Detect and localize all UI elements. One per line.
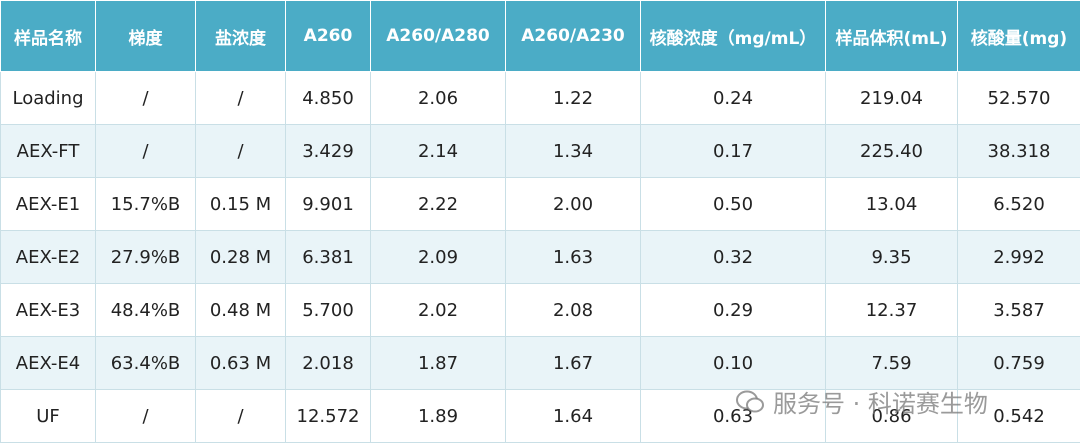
header-cell: A260/A230 [505, 0, 641, 72]
table-cell: 0.17 [640, 124, 826, 178]
watermark: 服务号 · 科诺赛生物 [735, 384, 988, 419]
table-cell: Loading [0, 71, 96, 125]
table-cell: 2.992 [957, 230, 1080, 284]
table-row: AEX-E1 15.7%B 0.15 M 9.901 2.22 2.00 0.50 13.04… [0, 177, 1080, 231]
table-cell: AEX-E2 [0, 230, 96, 284]
table-cell: 2.08 [505, 283, 641, 337]
table-cell: 9.901 [285, 177, 371, 231]
table-row: UF //12.572 1.89 1.64 0.63 0.86 0.542 [0, 389, 1080, 443]
table-cell: / [95, 124, 196, 178]
table-row: AEX-FT //3.429 2.14 1.34 0.17 225.40 38.318 [0, 124, 1080, 178]
table-body: Loading //4.850 2.06 1.22 0.24 219.04 52.570 AE… [0, 71, 1080, 443]
table-cell: 27.9%B [95, 230, 196, 284]
table-row: Loading //4.850 2.06 1.22 0.24 219.04 52.570 [0, 71, 1080, 125]
table-cell: 2.22 [370, 177, 506, 231]
table-cell: 15.7%B [95, 177, 196, 231]
table-cell: 48.4%B [95, 283, 196, 337]
table-cell: 2.00 [505, 177, 641, 231]
table-cell: / [195, 124, 286, 178]
header-cell: A260/A280 [370, 0, 506, 72]
table-cell: 1.63 [505, 230, 641, 284]
table-cell: 13.04 [825, 177, 958, 231]
table-cell: / [195, 71, 286, 125]
table-cell: 0.32 [640, 230, 826, 284]
table-cell: 6.520 [957, 177, 1080, 231]
table-cell: 4.850 [285, 71, 371, 125]
table-cell: 12.37 [825, 283, 958, 337]
table-cell: 1.22 [505, 71, 641, 125]
table-cell: 0.10 [640, 336, 826, 390]
table-cell: 1.87 [370, 336, 506, 390]
header-cell: 梯度 [95, 0, 196, 72]
table-cell: 0.63 M [195, 336, 286, 390]
table-cell: 5.700 [285, 283, 371, 337]
table-cell: 2.06 [370, 71, 506, 125]
header-row: 样品名称 梯度 盐浓度 A260 A260/A280 A260/A230 核酸浓度（mg/m… [0, 0, 1080, 72]
header-cell: 样品名称 [0, 0, 96, 72]
table-cell: / [195, 389, 286, 443]
table-cell: 1.67 [505, 336, 641, 390]
table-cell: AEX-FT [0, 124, 96, 178]
table-cell: 1.64 [505, 389, 641, 443]
table-cell: 0.48 M [195, 283, 286, 337]
table-cell: 0.542 [957, 389, 1080, 443]
table-cell: / [95, 389, 196, 443]
wechat-icon [736, 390, 764, 412]
table-cell: 1.34 [505, 124, 641, 178]
table-cell: 3.429 [285, 124, 371, 178]
watermark-text: 服务号 · 科诺赛生物 [773, 390, 988, 418]
table-row: AEX-E4 63.4%B 0.63 M 2.018 1.87 1.67 0.10 7.59 0… [0, 336, 1080, 390]
header-cell: 核酸浓度（mg/mL） [640, 0, 826, 72]
table-cell: AEX-E3 [0, 283, 96, 337]
table-cell: 2.018 [285, 336, 371, 390]
table-cell: AEX-E1 [0, 177, 96, 231]
table-cell: 63.4%B [95, 336, 196, 390]
table-cell: 38.318 [957, 124, 1080, 178]
header-cell: A260 [285, 0, 371, 72]
table-cell: AEX-E4 [0, 336, 96, 390]
table-cell: 0.24 [640, 71, 826, 125]
table-cell: UF [0, 389, 96, 443]
table-cell: 2.14 [370, 124, 506, 178]
table-cell: 0.50 [640, 177, 826, 231]
table-cell: 52.570 [957, 71, 1080, 125]
table-cell: 7.59 [825, 336, 958, 390]
table-row: AEX-E3 48.4%B 0.48 M 5.700 2.02 2.08 0.29 12.37… [0, 283, 1080, 337]
table-cell: 0.86 [825, 389, 958, 443]
table-cell: 2.02 [370, 283, 506, 337]
table-cell: 2.09 [370, 230, 506, 284]
table-cell: 0.63 [640, 389, 826, 443]
table-cell: 225.40 [825, 124, 958, 178]
header-cell: 盐浓度 [195, 0, 286, 72]
table-cell: 6.381 [285, 230, 371, 284]
table-cell: 3.587 [957, 283, 1080, 337]
table-cell: 0.15 M [195, 177, 286, 231]
table-cell: 12.572 [285, 389, 371, 443]
table-cell: 219.04 [825, 71, 958, 125]
header-cell: 样品体积(mL) [825, 0, 958, 72]
table-cell: / [95, 71, 196, 125]
table-row: AEX-E2 27.9%B 0.28 M 6.381 2.09 1.63 0.32 9.35 2… [0, 230, 1080, 284]
table-cell: 9.35 [825, 230, 958, 284]
table-cell: 0.28 M [195, 230, 286, 284]
header-cell: 核酸量(mg) [957, 0, 1080, 72]
table-cell: 1.89 [370, 389, 506, 443]
table-cell: 0.759 [957, 336, 1080, 390]
table-cell: 0.29 [640, 283, 826, 337]
